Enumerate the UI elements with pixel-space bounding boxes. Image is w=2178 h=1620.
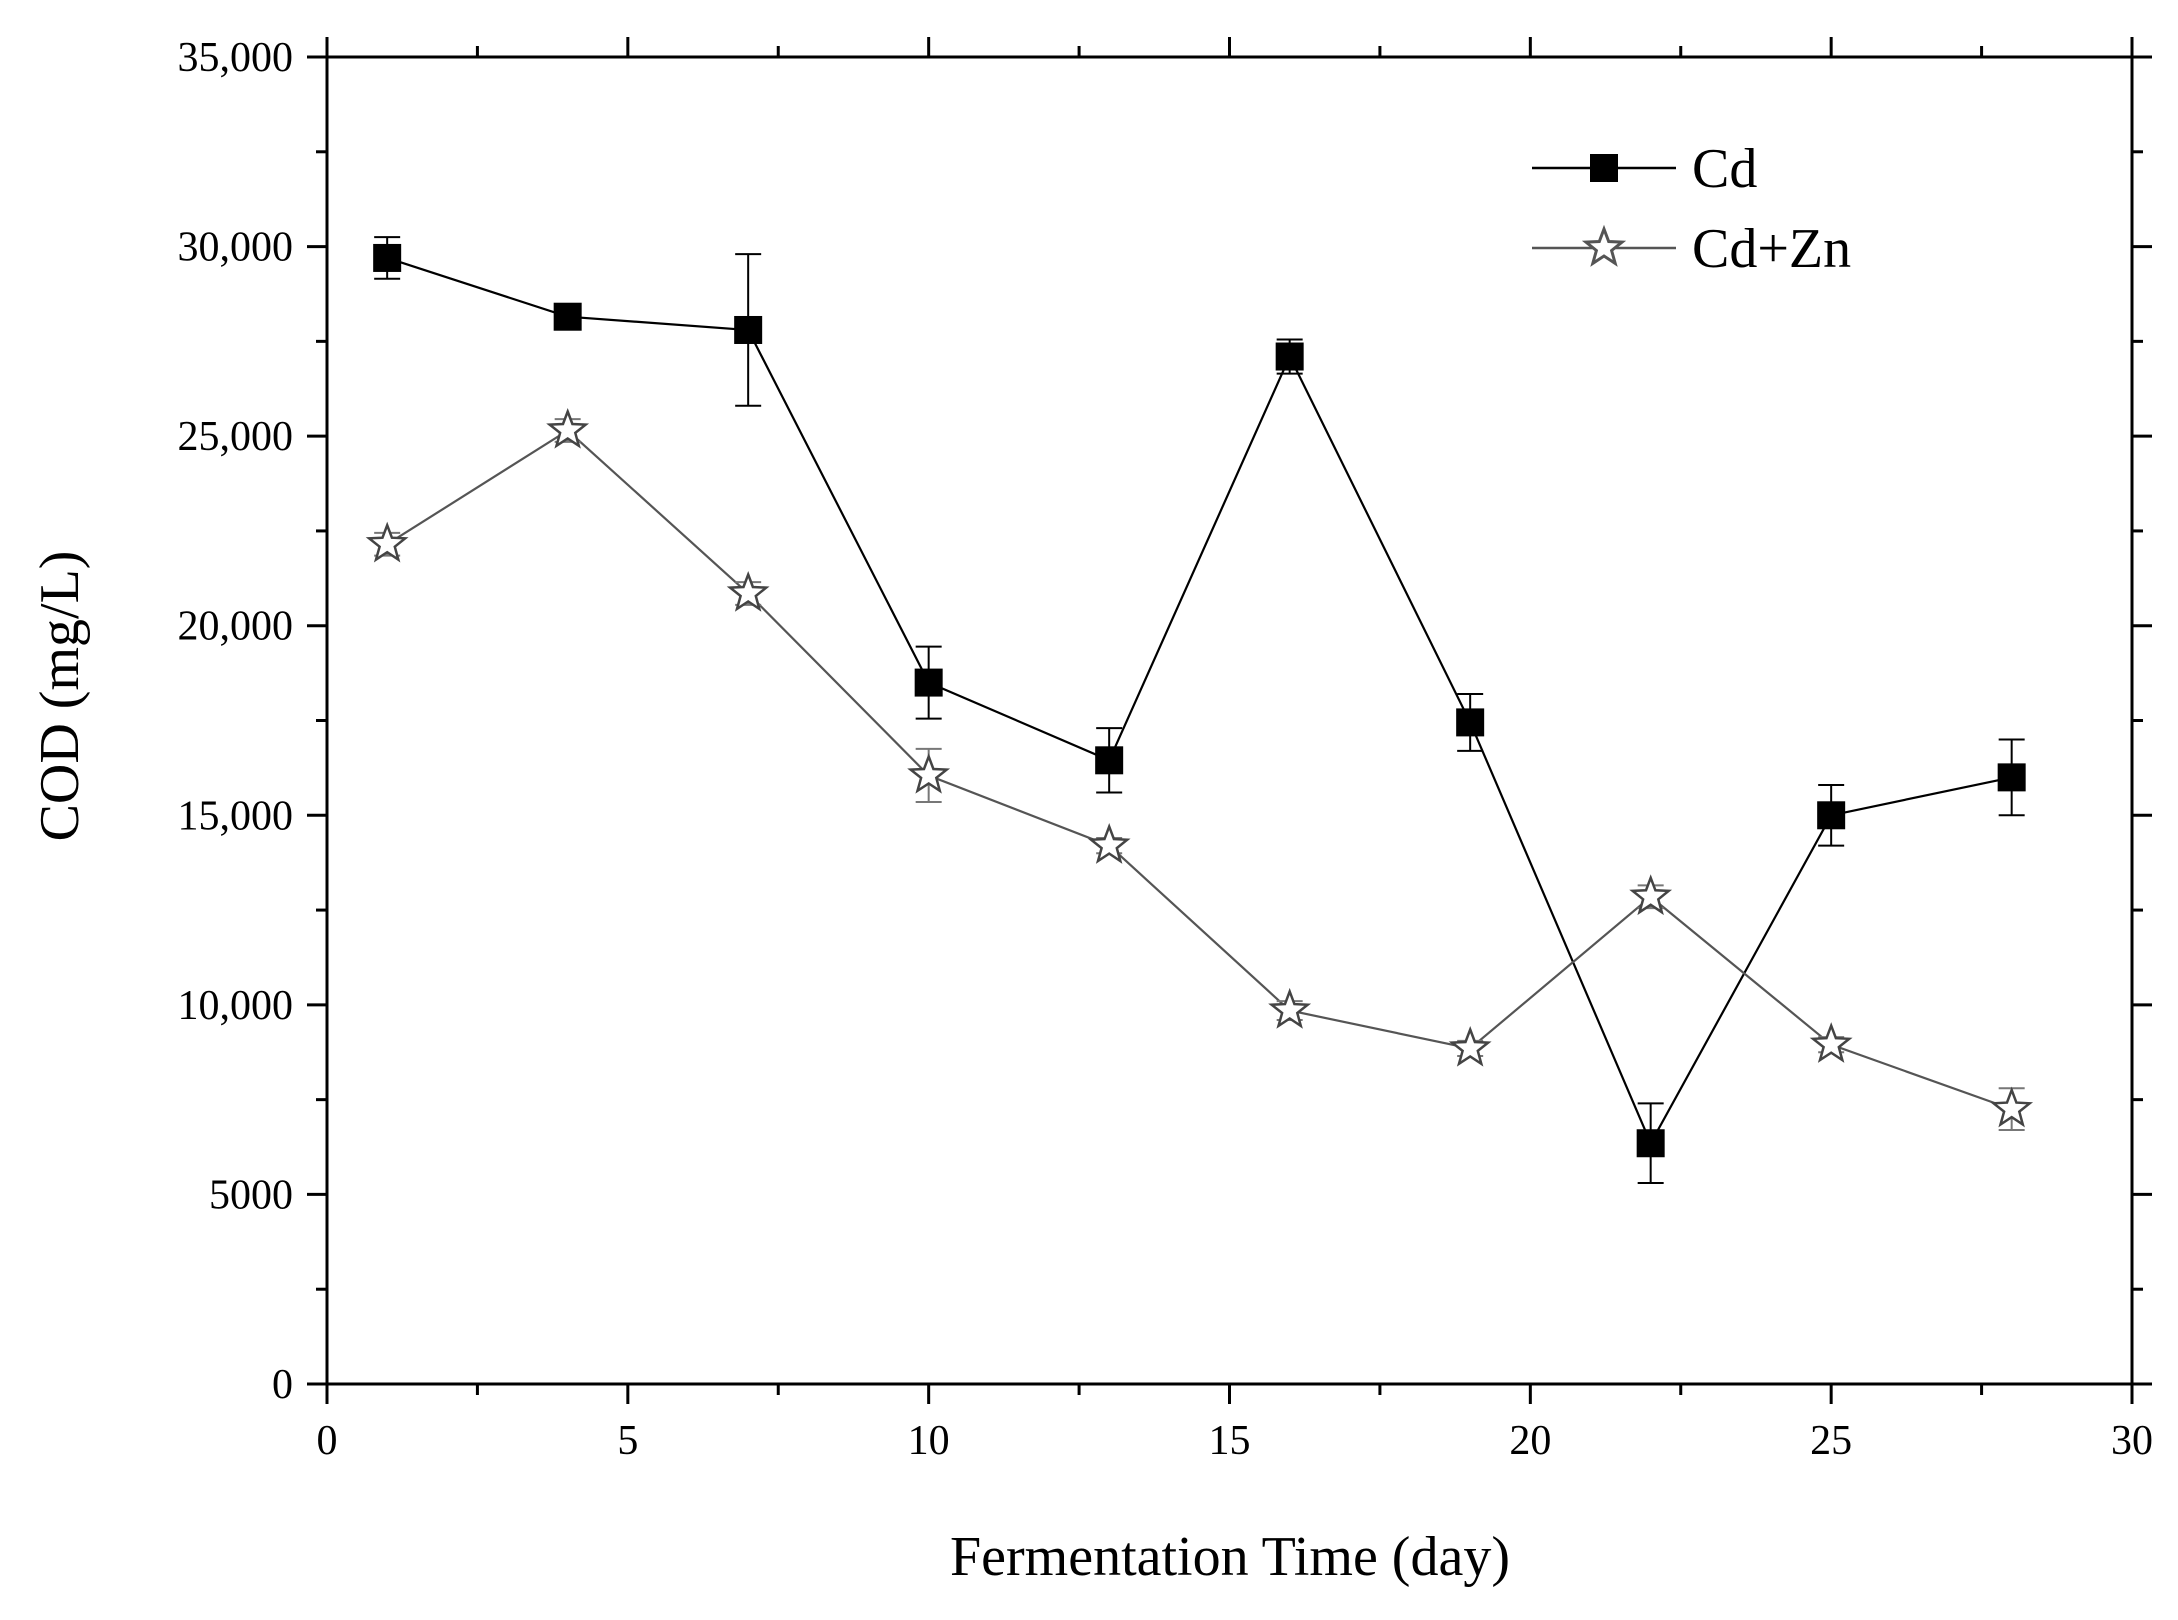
series-line <box>386 429 2013 1111</box>
data-point <box>1629 874 1673 916</box>
data-point <box>1268 987 1312 1029</box>
legend-cd-label: Cd <box>1692 138 1757 200</box>
axis-ticks: 0 5 10 15 20 25 30 0 5000 10,000 15,000 20,000 25,00… <box>178 35 2154 1464</box>
data-point <box>1448 1025 1492 1067</box>
legend: Cd Cd+Zn <box>1532 138 1851 280</box>
x-tick-label: 20 <box>1509 1418 1551 1464</box>
legend-cdzn-label: Cd+Zn <box>1692 218 1851 280</box>
data-point <box>1636 1129 1665 1158</box>
data-point <box>365 521 409 563</box>
data-point <box>1817 801 1846 830</box>
series-line <box>386 256 2012 1146</box>
data-point <box>1809 1022 1853 1063</box>
x-tick-label: 10 <box>908 1418 950 1464</box>
data-point <box>553 302 582 331</box>
data-point <box>914 668 943 697</box>
y-axis-title: COD (mg/L) <box>29 551 91 842</box>
x-axis-title: Fermentation Time (day) <box>950 1526 1510 1588</box>
data-point <box>734 315 763 344</box>
y-tick-label: 10,000 <box>178 983 294 1029</box>
x-tick-label: 30 <box>2111 1418 2153 1464</box>
legend-cd-marker <box>1590 154 1618 182</box>
legend-cdzn-marker <box>1581 224 1627 267</box>
series-layer <box>365 236 2034 1185</box>
y-tick-label: 30,000 <box>178 225 294 271</box>
x-tick-label: 5 <box>617 1418 638 1464</box>
data-point <box>1095 746 1124 775</box>
x-tick-label: 0 <box>317 1418 338 1464</box>
plot-area <box>325 55 2134 1386</box>
data-point <box>907 752 951 794</box>
plot-frame <box>325 55 2134 1386</box>
series-cd <box>373 236 2026 1185</box>
y-tick-label: 20,000 <box>178 604 294 650</box>
series-cd-zn <box>365 407 2034 1131</box>
x-tick-label: 15 <box>1209 1418 1251 1464</box>
x-tick-label: 25 <box>1810 1418 1852 1464</box>
y-tick-label: 25,000 <box>178 414 294 460</box>
data-point <box>546 407 590 449</box>
y-tick-label: 35,000 <box>178 35 294 81</box>
data-point <box>726 570 770 612</box>
y-tick-label: 0 <box>272 1362 293 1408</box>
data-point <box>1997 763 2026 792</box>
y-tick-label: 5000 <box>209 1172 293 1218</box>
data-point <box>1990 1086 2034 1128</box>
data-point <box>1087 823 1131 864</box>
data-point <box>373 243 402 272</box>
data-point <box>1456 708 1485 737</box>
data-point <box>1275 342 1304 371</box>
y-tick-label: 15,000 <box>178 793 294 839</box>
